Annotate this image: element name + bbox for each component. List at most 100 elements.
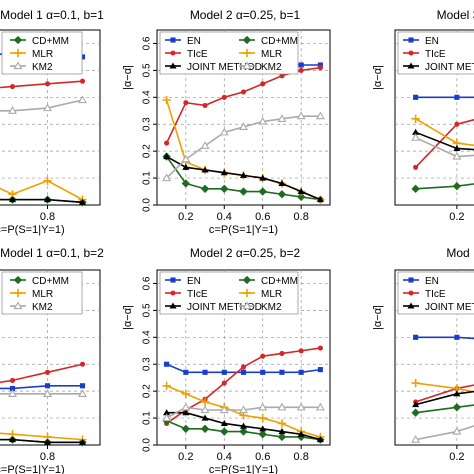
data-point [221,369,227,375]
legend-marker [242,288,252,298]
series-line [415,131,474,151]
data-point [239,405,248,414]
data-point [278,179,286,187]
data-point [9,385,16,392]
data-point [315,402,325,411]
data-point [8,196,17,203]
data-point [279,73,285,79]
data-point [162,95,171,105]
data-point [258,187,267,196]
data-point [411,408,420,417]
data-point [239,171,248,178]
legend-box [159,31,299,75]
x-axis-label: c=P(S=1|Y=1) [209,464,278,474]
data-point [181,179,190,188]
data-point [298,369,304,375]
data-point [296,402,306,411]
data-point [258,402,268,411]
chart-panel-2: 0.2 0.4 0.6 0.80.00.10.20.30.40.50.6c=P(S=1… [122,8,331,236]
data-point [411,133,421,141]
y-tick-label: 0.4 [142,330,153,344]
data-point [316,196,324,203]
series-line [415,136,474,158]
y-axis-label: |α−α̂| [372,305,384,330]
data-point [452,181,462,191]
data-point [260,369,266,375]
data-point [240,364,247,370]
legend-marker [170,277,176,283]
data-point [43,389,52,397]
legend-marker [170,50,176,56]
data-point [277,419,287,428]
legend-label: CD+MM [32,36,69,47]
legend-marker [170,37,176,43]
legend-marker [13,61,23,70]
legend-label: TIcE [425,49,446,60]
y-tick-label: 0.1 [142,171,153,185]
data-point [162,413,172,422]
legend-marker [408,277,414,283]
chart-title: Model 3 [437,8,474,22]
legend-label: JOINT METH [425,302,474,313]
data-point [259,425,267,432]
legend-marker [13,275,23,285]
y-tick-label: 0.3 [142,117,153,131]
legend-marker [170,290,176,296]
data-point [78,389,87,397]
legend-marker [242,35,252,45]
legend-marker [13,35,23,45]
series-line [415,96,474,99]
legend-label: KM2 [261,302,282,313]
y-tick-label: 0.1 [142,411,153,425]
data-point [279,369,285,375]
data-point [413,94,419,100]
data-point [78,95,87,104]
data-point [260,353,266,359]
data-point [221,380,227,386]
data-point [8,106,17,114]
data-point [452,426,462,435]
data-point [239,122,248,131]
data-point [279,350,285,357]
data-point [260,81,266,87]
y-tick-label: 0.6 [142,36,153,50]
data-point [202,369,208,375]
y-tick-label: 0.0 [142,198,153,212]
data-point [164,140,170,146]
data-point [78,438,87,445]
x-tick-label: 0.8 [40,451,55,463]
data-point [454,94,460,100]
data-point [79,78,86,84]
data-point [183,369,189,375]
data-point [44,369,51,375]
legend-marker [242,275,252,285]
data-point [182,163,190,170]
legend-marker [408,290,414,296]
legend-box [159,271,299,315]
data-point [278,428,286,435]
data-point [200,397,210,407]
data-point [8,436,17,443]
data-point [200,184,210,194]
y-axis-label: |α−α̂| [122,305,134,330]
data-point [298,62,304,68]
x-tick-label: 0.2 [449,211,464,223]
legend-label: EN [425,36,439,47]
data-point [412,401,420,408]
data-point [297,430,305,437]
data-point [317,62,323,68]
data-point [239,187,248,196]
data-point [413,164,419,170]
y-tick-label: 0.5 [142,303,153,317]
legend-marker [169,302,177,309]
legend-label: KM2 [32,302,53,313]
legend-label: JOINT METHOD [187,62,262,73]
data-point [315,111,325,120]
data-point [181,389,190,399]
chart-title: Mod [446,246,469,260]
legend-marker [13,301,23,310]
legend-label: JOINT METHOD [425,62,474,73]
data-point [411,184,420,194]
data-point [181,154,191,163]
